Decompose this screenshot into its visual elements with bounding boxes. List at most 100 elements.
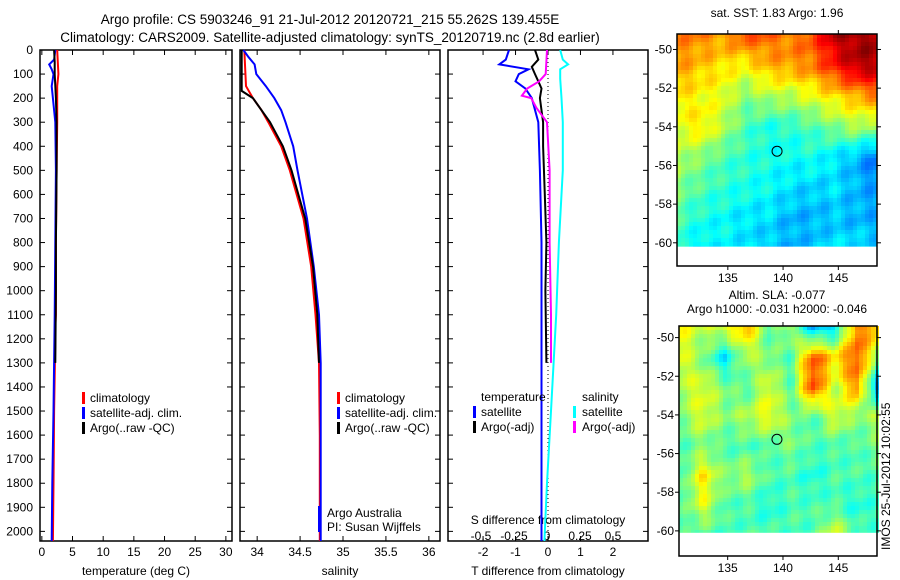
- heatmap-cell: [871, 446, 875, 450]
- heatmap-cell: [817, 34, 821, 38]
- heatmap-cell: [795, 430, 799, 434]
- heatmap-cell: [829, 218, 833, 222]
- heatmap-cell: [783, 394, 787, 398]
- heatmap-cell: [683, 422, 687, 426]
- heatmap-cell: [747, 466, 751, 470]
- heatmap-cell: [821, 134, 825, 138]
- heatmap-cell: [873, 42, 877, 46]
- heatmap-cell: [735, 422, 739, 426]
- heatmap-cell: [705, 158, 709, 162]
- heatmap-cell: [733, 102, 737, 106]
- heatmap-cell: [807, 474, 811, 478]
- heatmap-cell: [777, 202, 781, 206]
- heatmap-cell: [869, 170, 873, 174]
- heatmap-cell: [795, 478, 799, 482]
- heatmap-cell: [761, 102, 765, 106]
- heatmap-cell: [769, 246, 773, 247]
- legend-label: satellite-adj. clim.: [90, 406, 182, 420]
- heatmap-cell: [833, 150, 837, 154]
- heatmap-cell: [779, 354, 783, 358]
- heatmap-cell: [793, 158, 797, 162]
- heatmap-cell: [701, 118, 705, 122]
- heatmap-cell: [811, 382, 815, 386]
- heatmap-cell: [743, 446, 747, 450]
- heatmap-cell: [803, 390, 807, 394]
- heatmap-cell: [859, 430, 863, 434]
- heatmap-cell: [759, 374, 763, 378]
- heatmap-cell: [787, 418, 791, 422]
- heatmap-cell: [797, 138, 801, 142]
- heatmap-cell: [741, 134, 745, 138]
- heatmap-cell: [843, 406, 847, 410]
- heatmap-cell: [793, 178, 797, 182]
- heatmap-cell: [773, 142, 777, 146]
- heatmap-cell: [677, 186, 681, 190]
- heatmap-cell: [721, 226, 725, 230]
- heatmap-cell: [693, 170, 697, 174]
- heatmap-cell: [831, 366, 835, 370]
- heatmap-cell: [821, 50, 825, 54]
- heatmap-cell: [735, 334, 739, 338]
- heatmap-cell: [779, 482, 783, 486]
- heatmap-cell: [753, 214, 757, 218]
- heatmap-cell: [721, 50, 725, 54]
- heatmap-cell: [853, 186, 857, 190]
- heatmap-cell: [763, 446, 767, 450]
- heatmap-cell: [867, 426, 871, 430]
- heatmap-cell: [757, 138, 761, 142]
- heatmap-cell: [855, 450, 859, 454]
- heatmap-cell: [709, 74, 713, 78]
- heatmap-cell: [701, 154, 705, 158]
- heatmap-cell: [711, 450, 715, 454]
- heatmap-cell: [681, 162, 685, 166]
- heatmap-cell: [759, 430, 763, 434]
- heatmap-cell: [811, 442, 815, 446]
- heatmap-cell: [825, 222, 829, 226]
- heatmap-cell: [681, 198, 685, 202]
- heatmap-cell: [731, 466, 735, 470]
- heatmap-cell: [839, 434, 843, 438]
- heatmap-cell: [705, 122, 709, 126]
- y-tick-label: 1300: [6, 356, 33, 370]
- heatmap-cell: [839, 470, 843, 474]
- heatmap-cell: [805, 94, 809, 98]
- heatmap-cell: [845, 74, 849, 78]
- heatmap-cell: [857, 166, 861, 170]
- heatmap-cell: [825, 214, 829, 218]
- heatmap-cell: [859, 374, 863, 378]
- heatmap-cell: [805, 110, 809, 114]
- heatmap-cell: [847, 466, 851, 470]
- heatmap-cell: [763, 430, 767, 434]
- heatmap-cell: [737, 38, 741, 42]
- heatmap-cell: [845, 162, 849, 166]
- heatmap-cell: [799, 446, 803, 450]
- heatmap-cell: [743, 362, 747, 366]
- heatmap-cell: [677, 198, 681, 202]
- heatmap-cell: [809, 34, 813, 38]
- heatmap-cell: [861, 98, 865, 102]
- heatmap-cell: [749, 126, 753, 130]
- heatmap-cell: [687, 366, 691, 370]
- heatmap-cell: [735, 386, 739, 390]
- heatmap-cell: [769, 86, 773, 90]
- heatmap-cell: [807, 338, 811, 342]
- heatmap-cell: [811, 354, 815, 358]
- heatmap-cell: [681, 206, 685, 210]
- heatmap-cell: [709, 62, 713, 66]
- heatmap-cell: [853, 198, 857, 202]
- heatmap-cell: [701, 174, 705, 178]
- heatmap-cell: [739, 354, 743, 358]
- heatmap-cell: [737, 130, 741, 134]
- heatmap-cell: [783, 458, 787, 462]
- heatmap-cell: [719, 454, 723, 458]
- heatmap-cell: [749, 246, 753, 247]
- heatmap-cell: [821, 78, 825, 82]
- heatmap-cell: [709, 70, 713, 74]
- heatmap-cell: [797, 126, 801, 130]
- heatmap-cell: [715, 414, 719, 418]
- heatmap-cell: [865, 50, 869, 54]
- heatmap-cell: [681, 114, 685, 118]
- heatmap-cell: [825, 58, 829, 62]
- heatmap-cell: [853, 50, 857, 54]
- heatmap-cell: [747, 482, 751, 486]
